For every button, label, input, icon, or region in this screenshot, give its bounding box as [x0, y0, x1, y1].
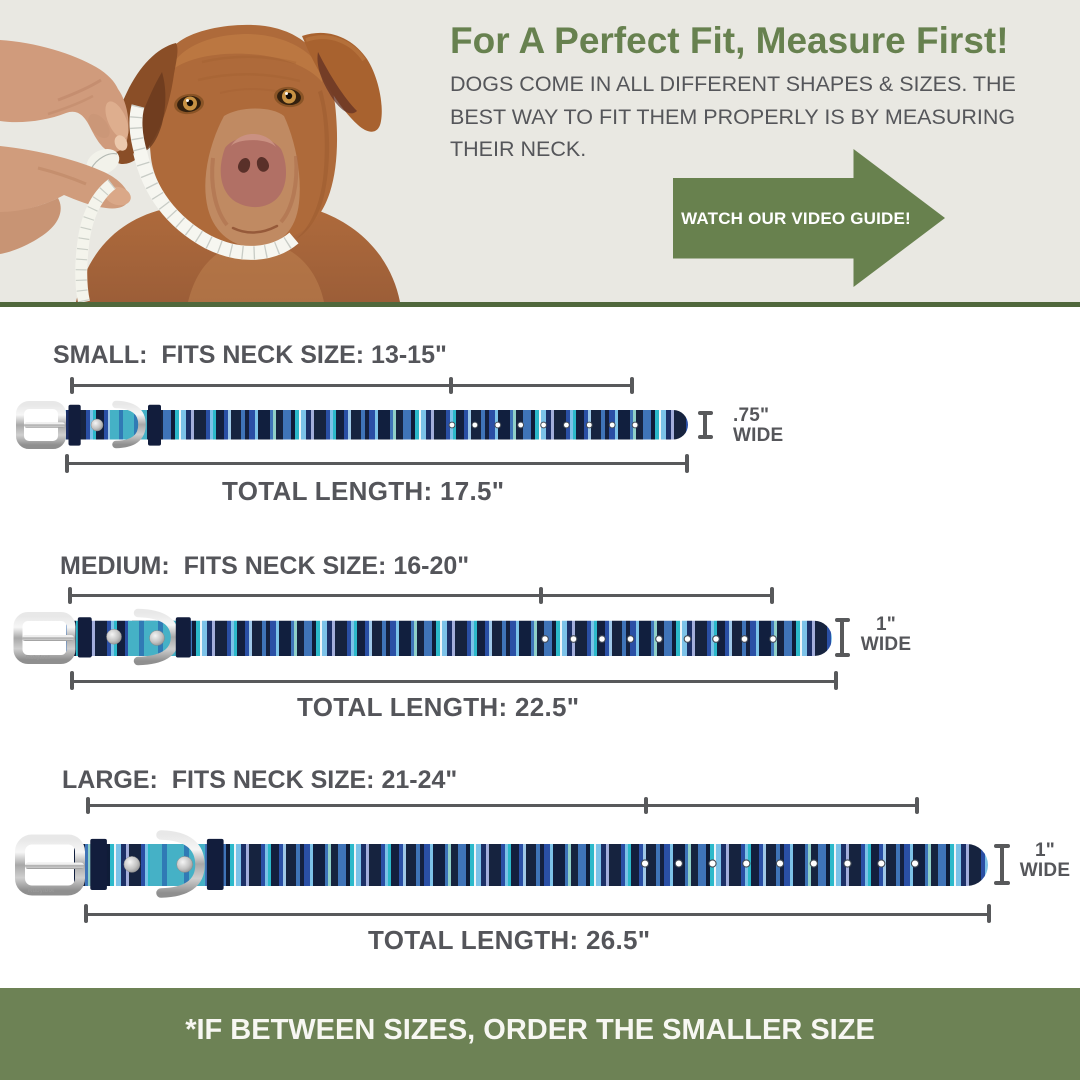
svg-text:Rubyloot: Rubyloot [28, 888, 54, 894]
svg-text:Rubyloot: Rubyloot [26, 655, 50, 661]
